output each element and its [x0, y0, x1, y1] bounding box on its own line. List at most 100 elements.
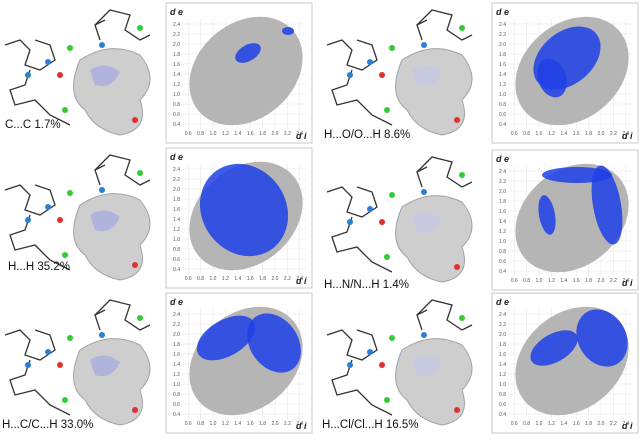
x-tick-label: 1.0: [210, 131, 217, 137]
y-tick-label: 1.8: [173, 197, 180, 203]
y-tick-label: 2.0: [173, 332, 180, 338]
bond: [94, 9, 151, 41]
y-tick-label: 1.4: [499, 72, 506, 78]
bond: [4, 329, 56, 361]
atom: [347, 362, 353, 368]
y-tick-label: 2.0: [173, 42, 180, 48]
x-tick-label: 2.0: [598, 421, 605, 427]
hirshfeld-surface: [395, 48, 473, 136]
atom: [454, 407, 460, 413]
atom: [379, 362, 385, 368]
fingerprint-plot: 0.6 0.8 1.0 1.2 1.4 1.6 1.8 2.0 2.2 2.4 0.4 0.6 0.8 1…: [165, 292, 313, 434]
bond: [331, 216, 393, 273]
atom: [367, 349, 373, 355]
y-tick-label: 0.6: [173, 257, 180, 263]
molecule: [326, 299, 473, 426]
bond: [416, 9, 473, 41]
y-axis-title: d e: [170, 297, 183, 307]
x-tick-label: 2.2: [284, 276, 291, 282]
y-tick-label: 0.6: [499, 259, 506, 265]
x-tick-label: 1.0: [210, 421, 217, 427]
x-tick-label: 2.2: [284, 131, 291, 137]
y-tick-label: 2.4: [499, 169, 506, 175]
panel: 0.6 0.8 1.0 1.2 1.4 1.6 1.8 2.0 2.2 2.4 0.4 0.6 0.8 1…: [2, 292, 313, 434]
x-tick-label: 1.4: [560, 421, 567, 427]
bond: [94, 154, 151, 186]
atom: [62, 397, 68, 403]
atom: [137, 315, 143, 321]
fingerprint-plot: 0.6 0.8 1.0 1.2 1.4 1.6 1.8 2.0 2.2 2.4 0.4 0.6 0.8 1…: [491, 292, 639, 434]
x-tick-label: 1.2: [548, 278, 555, 284]
atom: [137, 25, 143, 31]
atom: [454, 264, 460, 270]
bond: [9, 69, 71, 126]
bond: [4, 184, 56, 216]
x-tick-label: 1.6: [573, 421, 580, 427]
x-tick-label: 2.4: [296, 276, 303, 282]
y-tick-label: 1.0: [499, 382, 506, 388]
y-tick-label: 0.8: [499, 249, 506, 255]
blue-cloud: [530, 330, 578, 366]
x-tick-label: 1.0: [536, 278, 543, 284]
y-tick-label: 2.0: [499, 42, 506, 48]
x-tick-label: 2.4: [296, 421, 303, 427]
atom: [454, 117, 460, 123]
blue-cloud: [542, 167, 612, 183]
y-tick-label: 0.4: [173, 267, 180, 273]
y-tick-label: 2.2: [173, 322, 180, 328]
x-tick-label: 1.2: [222, 421, 229, 427]
atom: [421, 189, 427, 195]
x-tick-label: 1.2: [548, 421, 555, 427]
hirshfeld-surface: [395, 338, 473, 426]
atom: [57, 72, 63, 78]
x-tick-label: 0.8: [197, 276, 204, 282]
x-axis-title: d i: [296, 131, 307, 141]
y-tick-label: 0.4: [499, 269, 506, 275]
blue-cloud: [576, 309, 628, 367]
atom: [421, 332, 427, 338]
x-tick-label: 1.4: [234, 131, 241, 137]
atom: [459, 315, 465, 321]
y-tick-label: 0.6: [173, 112, 180, 118]
y-tick-label: 1.8: [499, 199, 506, 205]
x-tick-label: 1.0: [536, 421, 543, 427]
x-tick-label: 1.2: [222, 131, 229, 137]
x-tick-label: 2.2: [610, 131, 617, 137]
x-tick-label: 1.4: [560, 278, 567, 284]
y-tick-label: 1.6: [499, 62, 506, 68]
blue-cloud: [196, 315, 256, 361]
x-tick-label: 0.8: [197, 131, 204, 137]
surface-patch: [90, 355, 120, 377]
y-tick-label: 1.2: [173, 227, 180, 233]
molecule: [4, 154, 151, 281]
y-tick-label: 2.2: [173, 32, 180, 38]
y-tick-label: 1.8: [173, 342, 180, 348]
y-tick-label: 1.8: [499, 52, 506, 58]
atom: [367, 59, 373, 65]
y-tick-label: 2.4: [499, 312, 506, 318]
y-tick-label: 1.6: [173, 207, 180, 213]
y-tick-label: 1.6: [499, 209, 506, 215]
panel-label: C...C 1.7%: [5, 119, 61, 131]
x-axis-title: d i: [296, 421, 307, 431]
y-tick-label: 2.4: [173, 22, 180, 28]
y-tick-label: 1.6: [173, 62, 180, 68]
panel: 0.6 0.8 1.0 1.2 1.4 1.6 1.8 2.0 2.2 2.4 0.4 0.6 0.8 1…: [322, 292, 639, 434]
atom: [99, 332, 105, 338]
atom: [389, 335, 395, 341]
y-tick-label: 0.8: [499, 392, 506, 398]
y-axis-title: d e: [496, 154, 509, 164]
bond: [9, 359, 71, 416]
atom: [45, 204, 51, 210]
y-tick-label: 0.8: [499, 102, 506, 108]
y-tick-label: 0.6: [499, 402, 506, 408]
y-tick-label: 2.0: [173, 187, 180, 193]
y-tick-label: 1.4: [173, 362, 180, 368]
bond: [331, 359, 393, 416]
y-tick-label: 1.0: [173, 237, 180, 243]
atom: [99, 187, 105, 193]
y-tick-label: 2.2: [499, 322, 506, 328]
panel-label: H...Cl/Cl...H 16.5%: [322, 419, 419, 431]
x-tick-label: 1.8: [585, 278, 592, 284]
x-tick-label: 0.6: [185, 131, 192, 137]
